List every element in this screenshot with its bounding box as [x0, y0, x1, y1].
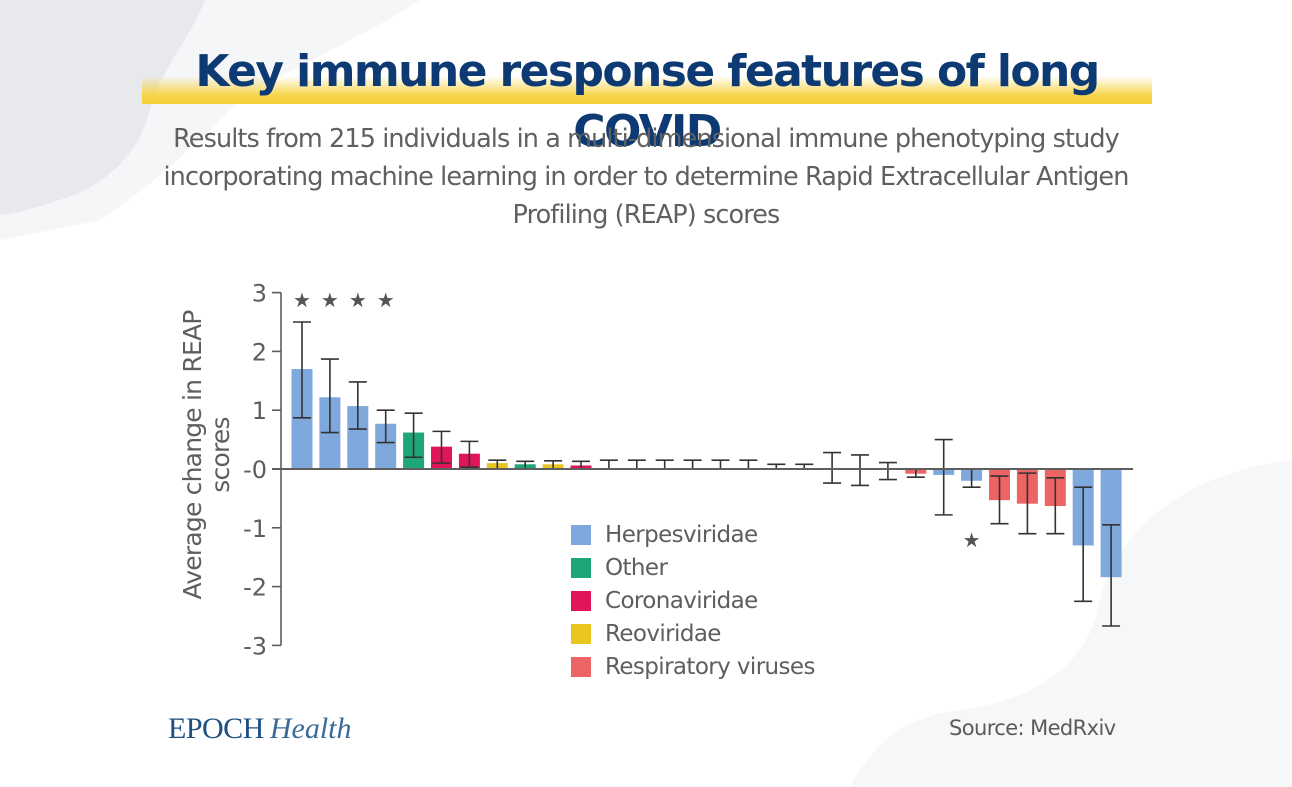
significance-star-icon: ★: [377, 288, 395, 312]
logo-health: Health: [269, 712, 352, 745]
legend-item: Reoviridae: [571, 617, 815, 650]
title-highlight-band: [142, 76, 1152, 104]
legend-swatch: [571, 557, 591, 578]
significance-star-icon: ★: [349, 288, 367, 312]
y-tick-label: 3: [252, 280, 267, 308]
background-blob-top-left: [0, 0, 205, 215]
legend-swatch: [571, 590, 591, 611]
significance-star-icon: ★: [963, 528, 981, 552]
legend-swatch: [571, 524, 591, 545]
error-bars: [293, 321, 1121, 627]
y-tick-label: 2: [252, 338, 267, 366]
bar: [291, 369, 313, 469]
significance-star-icon: ★: [293, 288, 311, 312]
y-tick-label: -1: [243, 515, 267, 543]
background-blob-top-left-light: [0, 0, 420, 240]
significance-star-icon: ★: [321, 288, 339, 312]
page-title: Key immune response features of long COV…: [195, 46, 1100, 157]
source-credit: Source: MedRxiv: [949, 716, 1116, 740]
title-block: Key immune response features of long COV…: [142, 42, 1152, 157]
legend-swatch: [571, 623, 591, 644]
y-tick-label: -3: [243, 632, 267, 660]
legend-label: Reoviridae: [605, 620, 721, 647]
y-tick-label: 1: [252, 397, 267, 425]
bar: [375, 423, 397, 469]
legend-item: Respiratory viruses: [571, 650, 815, 683]
legend-item: Herpesviridae: [571, 518, 815, 551]
y-axis-label-line-2: scores: [206, 417, 235, 493]
epoch-health-logo: EPOCH Health: [168, 712, 352, 746]
significance-stars: ★ ★ ★ ★ ★: [293, 288, 981, 552]
subtitle: Results from 215 individuals in a multi-…: [163, 124, 1130, 230]
logo-epoch: EPOCH: [168, 712, 264, 745]
background-blob-bottom-right: [850, 460, 1292, 787]
legend-label: Herpesviridae: [605, 521, 758, 548]
y-axis-label-line-1: Average change in REAP: [178, 310, 207, 600]
legend: Herpesviridae Other Coronaviridae Reovirida…: [571, 518, 815, 683]
legend-label: Respiratory viruses: [605, 653, 815, 680]
y-axis: 3 2 1 -0 -1 -2 -3: [243, 280, 282, 660]
legend-swatch: [571, 656, 591, 677]
y-tick-label: -2: [243, 574, 267, 602]
legend-item: Other: [571, 551, 815, 584]
y-tick-label: -0: [243, 456, 267, 484]
bar: [1100, 469, 1122, 578]
legend-label: Other: [605, 554, 668, 581]
legend-item: Coronaviridae: [571, 584, 815, 617]
legend-label: Coronaviridae: [605, 587, 758, 614]
y-axis-label: Average change in REAP scores: [178, 310, 235, 600]
bar: [347, 406, 369, 469]
